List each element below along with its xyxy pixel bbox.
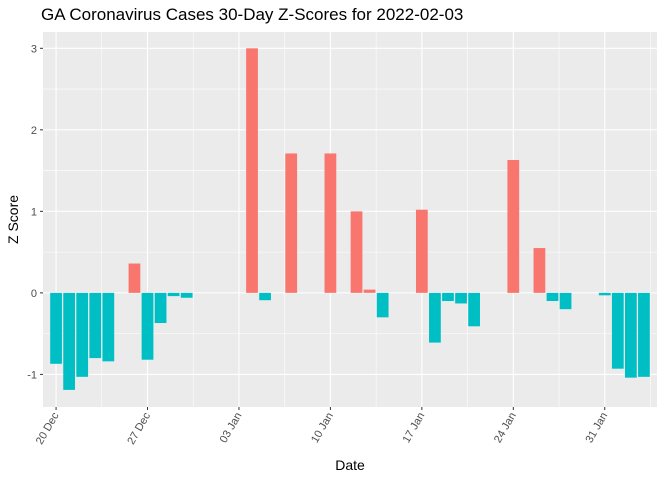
x-tick-label: 17 Jan — [401, 411, 428, 446]
bar-2021-12-22 — [76, 292, 89, 377]
bar-2021-12-23 — [89, 292, 102, 359]
bar-2022-01-24 — [507, 159, 520, 293]
bar-2022-01-17 — [415, 209, 428, 293]
bar-2021-12-26 — [128, 263, 141, 293]
bar-2022-01-12 — [350, 211, 363, 293]
y-axis-title: Z Score — [5, 195, 21, 244]
bar-2022-01-10 — [324, 153, 337, 293]
x-tick-label: 24 Jan — [492, 411, 519, 446]
bar-2021-12-27 — [141, 292, 154, 360]
bar-2022-01-31 — [598, 292, 611, 296]
x-axis: 20 Dec 27 Dec 03 Jan 10 Jan 17 Jan 24 Jan 31 J… — [34, 407, 610, 447]
bars — [50, 48, 650, 390]
y-tick-label: 1 — [31, 206, 37, 218]
bar-2022-01-14 — [376, 292, 389, 318]
bar-2022-01-04 — [246, 48, 258, 293]
bar-2022-01-13 — [363, 289, 376, 293]
bar-2022-01-28 — [559, 292, 572, 310]
x-tick-label: 10 Jan — [309, 411, 336, 446]
bar-2022-01-05 — [259, 292, 271, 301]
y-tick-label: 0 — [31, 288, 37, 300]
y-tick-label: -1 — [27, 369, 37, 381]
bar-2021-12-30 — [180, 292, 193, 298]
bar-2022-01-21 — [468, 292, 480, 327]
bar-2022-01-26 — [533, 248, 546, 293]
grid-minor — [43, 32, 657, 407]
bar-2021-12-21 — [63, 292, 76, 390]
bar-2022-01-19 — [442, 292, 454, 302]
x-axis-title: Date — [335, 457, 365, 473]
y-axis: -1 0 1 2 3 — [27, 43, 43, 381]
bar-2021-12-28 — [154, 292, 167, 324]
x-tick-label: 27 Dec — [125, 410, 153, 447]
y-tick-label: 3 — [31, 43, 37, 55]
x-tick-label: 31 Jan — [583, 411, 610, 446]
bar-2022-02-01 — [611, 292, 624, 369]
x-tick-label: 03 Jan — [218, 411, 245, 446]
bar-2021-12-29 — [167, 292, 180, 297]
bar-2022-01-20 — [455, 292, 467, 304]
chart-title: GA Coronavirus Cases 30-Day Z-Scores for… — [41, 5, 464, 24]
bar-2022-01-27 — [546, 292, 559, 302]
plot-panel — [43, 32, 657, 407]
bar-2022-01-18 — [429, 292, 441, 343]
bar-2021-12-20 — [50, 292, 62, 364]
bar-2022-02-03 — [638, 292, 650, 377]
y-tick-label: 2 — [31, 125, 37, 137]
x-tick-label: 20 Dec — [34, 410, 62, 447]
bar-2021-12-24 — [102, 292, 115, 362]
bar-2022-02-02 — [624, 292, 637, 378]
bar-2022-01-07 — [285, 153, 298, 293]
